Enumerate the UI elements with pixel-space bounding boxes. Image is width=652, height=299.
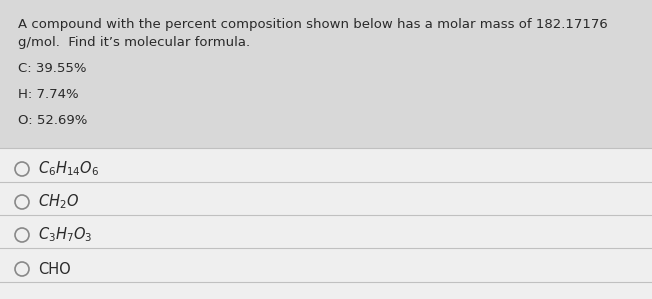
Text: CHO: CHO (38, 262, 71, 277)
Text: A compound with the percent composition shown below has a molar mass of 182.1717: A compound with the percent composition … (18, 18, 608, 31)
Bar (0, 148, 652, 299)
Text: H: 7.74%: H: 7.74% (18, 88, 79, 101)
Text: $CH_2O$: $CH_2O$ (38, 193, 79, 211)
Text: $C_3H_7O_3$: $C_3H_7O_3$ (38, 226, 93, 244)
Text: g/mol.  Find it’s molecular formula.: g/mol. Find it’s molecular formula. (18, 36, 250, 49)
Text: O: 52.69%: O: 52.69% (18, 114, 87, 127)
Text: $C_6H_{14}O_6$: $C_6H_{14}O_6$ (38, 160, 99, 178)
Text: C: 39.55%: C: 39.55% (18, 62, 87, 75)
